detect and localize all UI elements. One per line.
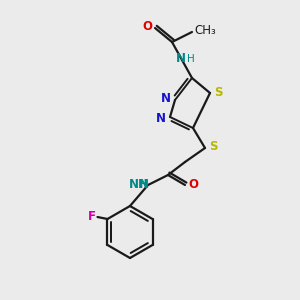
Text: N: N xyxy=(156,112,166,124)
Text: CH₃: CH₃ xyxy=(194,25,216,38)
Text: O: O xyxy=(188,178,198,190)
Text: H: H xyxy=(187,54,195,64)
Text: NH: NH xyxy=(129,178,149,190)
Text: N: N xyxy=(176,52,186,65)
Text: F: F xyxy=(88,209,95,223)
Text: S: S xyxy=(214,85,223,98)
Text: O: O xyxy=(142,20,152,34)
Text: S: S xyxy=(209,140,218,154)
Text: N: N xyxy=(161,92,171,104)
Text: N: N xyxy=(139,178,149,190)
